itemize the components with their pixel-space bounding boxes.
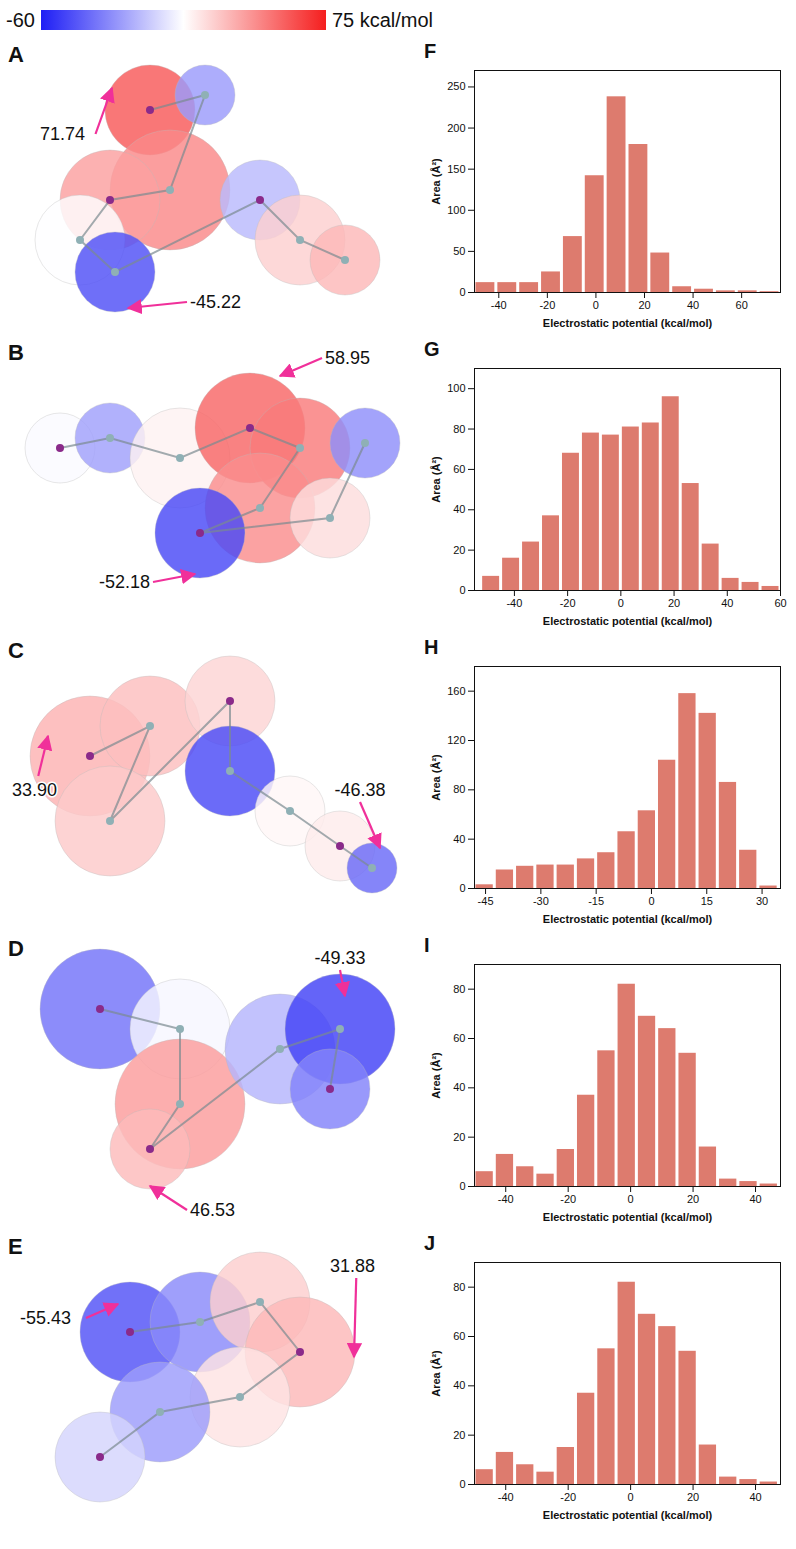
svg-text:Area (Å²): Area (Å²) — [430, 456, 442, 503]
svg-text:Electrostatic potential (kcal/: Electrostatic potential (kcal/mol) — [543, 1509, 713, 1521]
svg-text:-45.22: -45.22 — [190, 292, 241, 312]
svg-text:40: 40 — [749, 1491, 761, 1503]
svg-text:Area (Å²): Area (Å²) — [430, 158, 442, 205]
svg-text:58.95: 58.95 — [325, 348, 370, 368]
svg-text:-40: -40 — [506, 597, 522, 609]
svg-text:Electrostatic potential (kcal/: Electrostatic potential (kcal/mol) — [543, 913, 713, 925]
svg-text:-20: -20 — [560, 1491, 576, 1503]
svg-text:60: 60 — [736, 299, 748, 311]
svg-text:0: 0 — [628, 1491, 634, 1503]
svg-text:60: 60 — [453, 463, 465, 475]
svg-text:20: 20 — [453, 544, 465, 556]
svg-text:40: 40 — [721, 597, 733, 609]
svg-text:Area (Å²): Area (Å²) — [430, 1350, 442, 1397]
svg-text:Electrostatic potential (kcal/: Electrostatic potential (kcal/mol) — [543, 1211, 713, 1223]
svg-text:20: 20 — [453, 1131, 465, 1143]
svg-text:-45: -45 — [478, 895, 494, 907]
svg-text:0: 0 — [628, 1193, 634, 1205]
svg-text:-20: -20 — [560, 1193, 576, 1205]
svg-text:0: 0 — [648, 895, 654, 907]
html-text:H: H — [424, 636, 439, 658]
svg-text:-15: -15 — [588, 895, 604, 907]
svg-text:E: E — [8, 1234, 23, 1259]
svg-text:Electrostatic potential (kcal/: Electrostatic potential (kcal/mol) — [543, 615, 713, 627]
html-text:-60: -60 — [6, 8, 35, 31]
html-text:I: I — [424, 934, 430, 956]
svg-text:150: 150 — [447, 163, 465, 175]
svg-text:B: B — [8, 340, 24, 365]
svg-text:80: 80 — [453, 783, 465, 795]
svg-text:0: 0 — [459, 882, 465, 894]
svg-text:-30: -30 — [533, 895, 549, 907]
svg-text:80: 80 — [453, 1281, 465, 1293]
svg-text:100: 100 — [447, 204, 465, 216]
svg-text:Area (Å²): Area (Å²) — [430, 1052, 442, 1099]
svg-text:15: 15 — [701, 895, 713, 907]
svg-text:20: 20 — [668, 597, 680, 609]
svg-text:71.74: 71.74 — [40, 124, 85, 144]
svg-text:-55.43: -55.43 — [20, 1308, 71, 1328]
svg-text:0: 0 — [459, 584, 465, 596]
svg-text:D: D — [8, 936, 24, 961]
svg-text:-52.18: -52.18 — [99, 572, 150, 592]
svg-text:Electrostatic potential (kcal/: Electrostatic potential (kcal/mol) — [543, 317, 713, 329]
svg-text:60: 60 — [774, 597, 786, 609]
html-text:F: F — [424, 40, 437, 62]
svg-text:-20: -20 — [539, 299, 555, 311]
svg-text:250: 250 — [447, 80, 465, 92]
svg-text:20: 20 — [638, 299, 650, 311]
svg-text:-49.33: -49.33 — [314, 948, 365, 968]
svg-text:80: 80 — [453, 423, 465, 435]
svg-text:Area (Å²): Area (Å²) — [430, 754, 442, 801]
html-text:J: J — [424, 1232, 436, 1254]
svg-text:200: 200 — [447, 122, 465, 134]
svg-text:31.88: 31.88 — [330, 1256, 375, 1276]
svg-text:0: 0 — [459, 1478, 465, 1490]
svg-text:40: 40 — [453, 503, 465, 515]
svg-text:46.53: 46.53 — [190, 1200, 235, 1220]
svg-text:100: 100 — [447, 382, 465, 394]
svg-text:20: 20 — [453, 1429, 465, 1441]
svg-text:0: 0 — [459, 1180, 465, 1192]
svg-text:40: 40 — [749, 1193, 761, 1205]
svg-text:20: 20 — [687, 1193, 699, 1205]
svg-text:160: 160 — [447, 685, 465, 697]
svg-text:40: 40 — [687, 299, 699, 311]
svg-text:20: 20 — [687, 1491, 699, 1503]
svg-text:50: 50 — [453, 245, 465, 257]
svg-text:0: 0 — [459, 286, 465, 298]
svg-text:40: 40 — [453, 1081, 465, 1093]
html-text:75 kcal/mol: 75 kcal/mol — [331, 8, 434, 31]
svg-text:A: A — [8, 42, 24, 67]
svg-text:0: 0 — [593, 299, 599, 311]
svg-text:60: 60 — [453, 1330, 465, 1342]
html-text:G: G — [424, 338, 440, 360]
svg-text:120: 120 — [447, 734, 465, 746]
svg-text:-40: -40 — [498, 1491, 514, 1503]
svg-text:-20: -20 — [560, 597, 576, 609]
svg-text:-46.38: -46.38 — [334, 780, 385, 800]
svg-text:40: 40 — [453, 833, 465, 845]
svg-text:33.90: 33.90 — [12, 780, 57, 800]
svg-text:60: 60 — [453, 1032, 465, 1044]
svg-text:40: 40 — [453, 1379, 465, 1391]
svg-text:-40: -40 — [491, 299, 507, 311]
svg-text:-40: -40 — [498, 1193, 514, 1205]
svg-text:C: C — [8, 638, 24, 663]
svg-text:80: 80 — [453, 983, 465, 995]
svg-text:30: 30 — [756, 895, 768, 907]
svg-text:0: 0 — [618, 597, 624, 609]
